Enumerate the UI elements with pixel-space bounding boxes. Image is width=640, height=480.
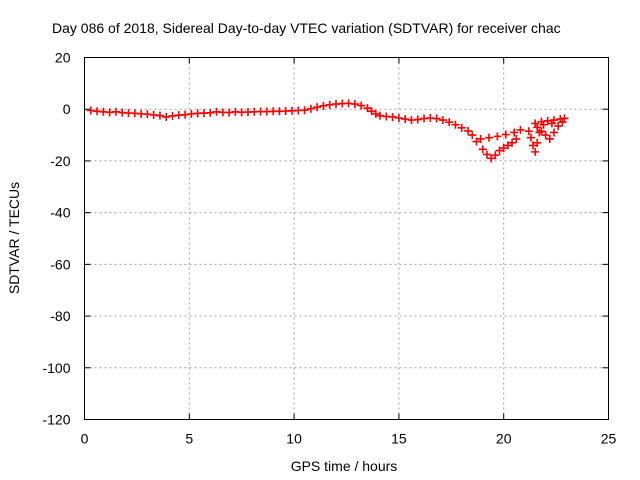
- data-point: [491, 151, 500, 160]
- data-point: [468, 131, 477, 140]
- data-point: [206, 108, 215, 117]
- y-tick-label: 0: [63, 101, 71, 117]
- y-tick-label: -40: [50, 205, 70, 221]
- x-tick-label: 0: [81, 431, 89, 447]
- y-tick-label: -80: [50, 308, 70, 324]
- data-point: [155, 111, 164, 120]
- data-point: [313, 103, 322, 112]
- data-point: [545, 134, 554, 143]
- data-point: [371, 109, 380, 118]
- data-point: [512, 134, 521, 143]
- y-tick-label: -100: [42, 360, 70, 376]
- plot-frame: [84, 57, 609, 420]
- data-point: [539, 120, 548, 129]
- data-points: [86, 99, 569, 163]
- data-point: [162, 112, 171, 121]
- data-point: [438, 116, 447, 125]
- data-point: [508, 138, 517, 147]
- data-point: [541, 131, 550, 140]
- x-tick-label: 20: [496, 431, 512, 447]
- data-point: [445, 118, 454, 127]
- data-point: [533, 123, 542, 132]
- data-point: [300, 106, 309, 115]
- y-tick-label: -20: [50, 153, 70, 169]
- data-point: [464, 126, 473, 135]
- data-point: [487, 154, 496, 163]
- x-tick-label: 10: [286, 431, 302, 447]
- data-point: [547, 119, 556, 128]
- data-point: [550, 128, 559, 137]
- data-point: [526, 133, 535, 142]
- data-point: [451, 120, 460, 129]
- chart-title: Day 086 of 2018, Sidereal Day-to-day VTE…: [52, 20, 561, 36]
- data-point: [510, 128, 519, 137]
- data-point: [401, 115, 410, 124]
- data-point: [457, 123, 466, 132]
- data-point: [432, 114, 441, 123]
- data-point: [367, 107, 376, 116]
- y-tick-label: -60: [50, 256, 70, 272]
- data-point: [319, 101, 328, 110]
- data-point: [554, 122, 563, 131]
- axis-ticks: [84, 57, 609, 420]
- data-point: [306, 104, 315, 113]
- data-point: [388, 112, 397, 121]
- data-point: [503, 141, 512, 150]
- data-point: [533, 138, 542, 147]
- x-axis-label: GPS time / hours: [291, 458, 398, 474]
- data-point: [501, 130, 510, 139]
- data-point: [413, 115, 422, 124]
- y-tick-labels: 20 0 -20 -40 -60 -80 -100 -120: [42, 50, 70, 428]
- data-point: [357, 101, 366, 110]
- y-axis-label: SDTVAR / TECUs: [6, 182, 22, 294]
- x-tick-label: 25: [601, 431, 617, 447]
- data-point: [350, 100, 359, 109]
- grid-lines: [84, 57, 609, 420]
- y-tick-label: 20: [55, 50, 71, 66]
- data-point: [529, 141, 538, 150]
- data-point: [516, 125, 525, 134]
- data-point: [476, 134, 485, 143]
- x-tick-labels: 0 5 10 15 20 25: [81, 431, 617, 447]
- data-point: [493, 132, 502, 141]
- data-point: [499, 144, 508, 152]
- y-tick-label: -120: [42, 412, 70, 428]
- data-point: [537, 127, 546, 136]
- data-point: [495, 146, 504, 155]
- data-point: [485, 133, 494, 142]
- x-tick-label: 5: [185, 431, 193, 447]
- x-tick-label: 15: [391, 431, 407, 447]
- data-point: [363, 104, 372, 113]
- data-point: [472, 137, 481, 146]
- data-point: [558, 118, 567, 127]
- data-point: [478, 145, 487, 154]
- data-point: [394, 114, 403, 123]
- data-point: [482, 150, 491, 159]
- data-point: [524, 127, 533, 136]
- data-point: [531, 147, 540, 156]
